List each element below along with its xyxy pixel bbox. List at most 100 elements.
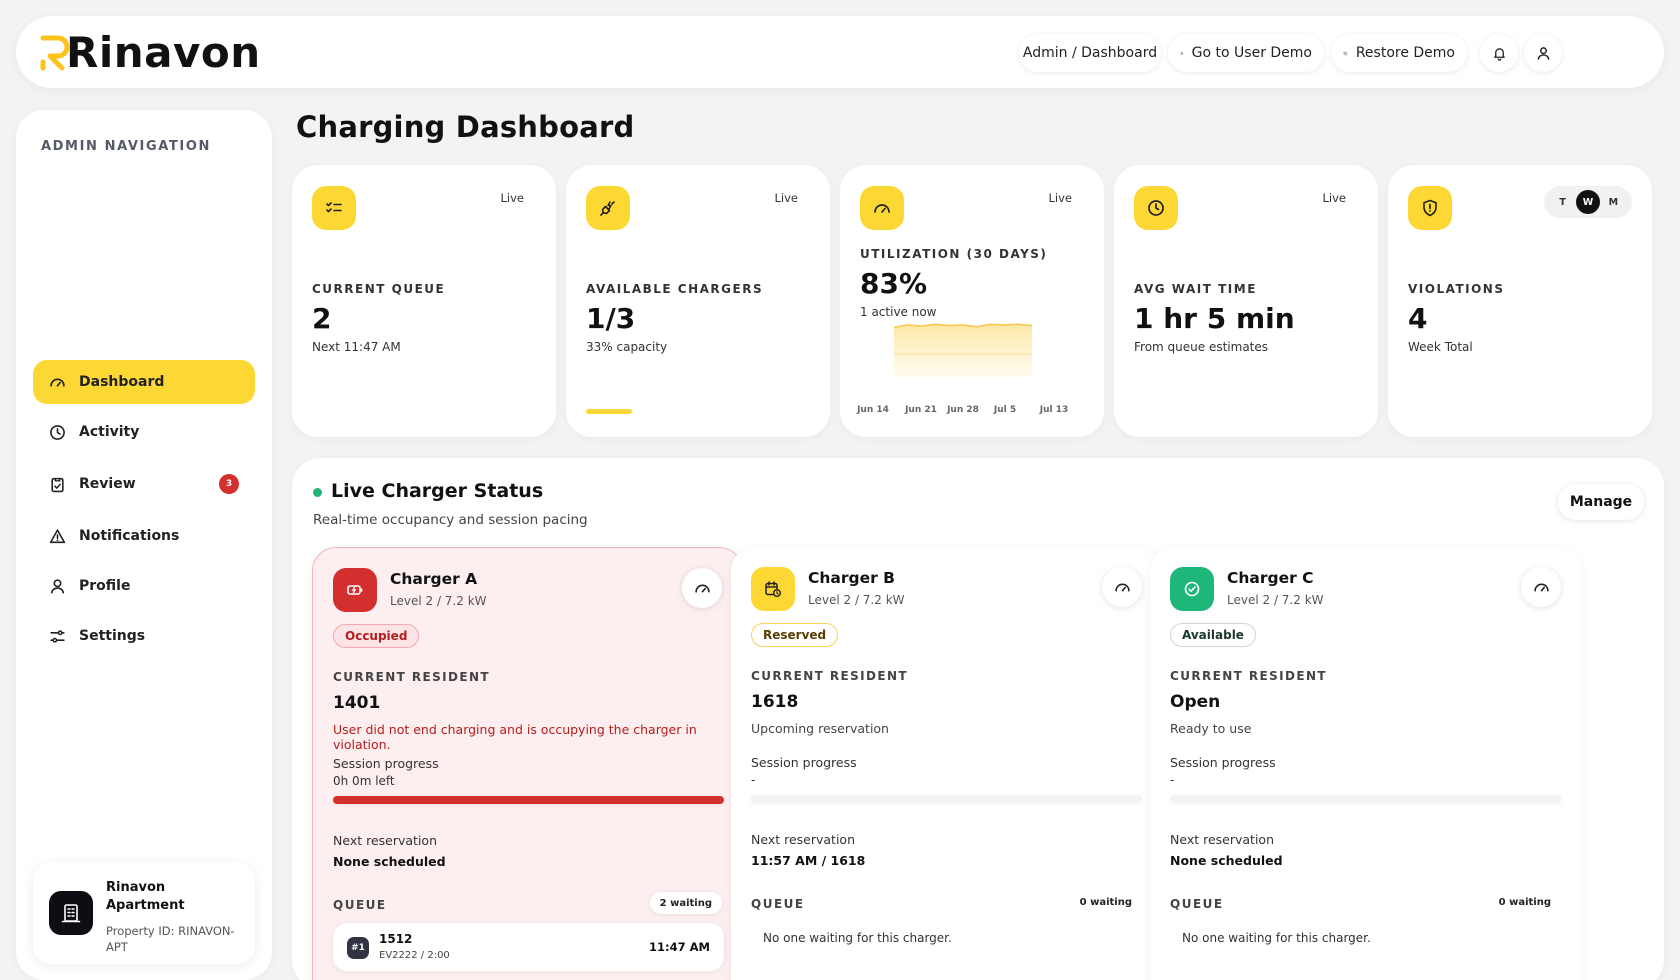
- checklist-icon: [312, 186, 356, 230]
- stat-card-avg-wait: Live AVG WAIT TIME 1 hr 5 min From queue…: [1114, 165, 1378, 437]
- session-progress-bar: [751, 795, 1142, 803]
- clipboard-icon: [51, 477, 64, 492]
- breadcrumb[interactable]: Admin / Dashboard: [1019, 34, 1161, 72]
- restore-demo-button[interactable]: Restore Demo: [1331, 34, 1467, 72]
- next-reservation-value: None scheduled: [1170, 853, 1283, 868]
- next-reservation-label: Next reservation: [333, 833, 437, 848]
- resident-note: User did not end charging and is occupyi…: [333, 722, 697, 752]
- property-card[interactable]: Rinavon Apartment Property ID: RINAVON-A…: [33, 862, 255, 964]
- session-progress-label: Session progress: [333, 756, 439, 771]
- gauge-icon: [1114, 583, 1130, 591]
- stat-card-violations: T W M VIOLATIONS 4 Week Total: [1388, 165, 1652, 437]
- clock-icon: [1134, 186, 1178, 230]
- period-today[interactable]: T: [1559, 196, 1566, 208]
- sidebar-item-label: Review: [79, 476, 136, 492]
- x-tick-label: Jun 21: [904, 405, 937, 415]
- profile-button[interactable]: [1524, 34, 1562, 72]
- charger-name: Charger B: [808, 569, 895, 587]
- session-progress-value: -: [751, 773, 756, 787]
- check-circle-icon: [1170, 567, 1214, 611]
- queue-label: QUEUE: [1170, 897, 1224, 911]
- session-progress-value: -: [1170, 773, 1175, 787]
- restore-icon: [1343, 51, 1348, 55]
- resident-label: CURRENT RESIDENT: [751, 669, 908, 683]
- charger-gauge-button[interactable]: [682, 568, 722, 608]
- queue-empty-message: No one waiting for this charger.: [1182, 931, 1371, 945]
- period-month[interactable]: M: [1608, 196, 1619, 208]
- resident-label: CURRENT RESIDENT: [333, 670, 490, 684]
- next-reservation-value: None scheduled: [333, 854, 446, 869]
- charger-level: Level 2 / 7.2 kW: [1227, 593, 1324, 607]
- queue-position: #1: [347, 937, 369, 959]
- capacity-bar: [586, 409, 726, 414]
- charging-icon: [333, 568, 377, 612]
- breadcrumb-text: Admin / Dashboard: [1022, 45, 1158, 61]
- sidebar-item-label: Settings: [79, 628, 146, 644]
- stat-sub: Next 11:47 AM: [312, 340, 401, 354]
- logo[interactable]: Rinavon: [38, 28, 261, 77]
- charger-card-a[interactable]: Charger A Level 2 / 7.2 kW Occupied CURR…: [312, 547, 743, 980]
- sidebar-item-notifications[interactable]: Notifications: [33, 514, 255, 558]
- next-reservation-label: Next reservation: [751, 832, 855, 847]
- sidebar-item-settings[interactable]: Settings: [33, 614, 255, 658]
- resident-value: Open: [1170, 692, 1221, 712]
- resident-note: Upcoming reservation: [751, 721, 889, 736]
- session-progress-label: Session progress: [1170, 755, 1276, 770]
- charger-level: Level 2 / 7.2 kW: [390, 594, 487, 608]
- resident-value: 1618: [751, 692, 799, 712]
- charger-card-b[interactable]: Charger B Level 2 / 7.2 kW Reserved CURR…: [731, 547, 1162, 980]
- live-tag: Live: [774, 191, 798, 205]
- session-progress-bar: [1170, 795, 1561, 803]
- go-to-user-demo-button[interactable]: Go to User Demo: [1168, 34, 1324, 72]
- period-week[interactable]: W: [1575, 190, 1600, 214]
- notifications-button[interactable]: [1480, 34, 1518, 72]
- waiting-count: 0 waiting: [1498, 896, 1551, 908]
- user-icon: [1537, 46, 1549, 60]
- session-progress-label: Session progress: [751, 755, 857, 770]
- charger-gauge-button[interactable]: [1102, 567, 1142, 607]
- queue-time: 11:47 AM: [649, 940, 710, 954]
- charger-name: Charger C: [1227, 569, 1314, 587]
- sidebar-item-dashboard[interactable]: Dashboard: [33, 360, 255, 404]
- sidebar-item-profile[interactable]: Profile: [33, 564, 255, 608]
- live-tag: Live: [1322, 191, 1346, 205]
- stat-card-utilization: Live UTILIZATION (30 DAYS) 83% 1 active …: [840, 165, 1104, 437]
- shield-alert-icon: [1408, 186, 1452, 230]
- sidebar-item-review[interactable]: Review 3: [33, 462, 255, 506]
- queue-entry[interactable]: #1 1512 EV2222 / 2:00 11:47 AM: [333, 923, 724, 971]
- charger-card-c[interactable]: Charger C Level 2 / 7.2 kW Available CUR…: [1150, 547, 1581, 980]
- stat-label: CURRENT QUEUE: [312, 282, 446, 296]
- bell-icon: [1493, 47, 1505, 61]
- waiting-count: 0 waiting: [1079, 896, 1132, 908]
- queue-label: QUEUE: [751, 897, 805, 911]
- building-icon: [49, 891, 93, 935]
- user-icon: [1180, 51, 1184, 55]
- stat-value: 2: [312, 302, 332, 335]
- clock-icon: [50, 424, 65, 440]
- session-progress-fill: [333, 796, 724, 804]
- sidebar: ADMIN NAVIGATION Dashboard Activity Revi…: [16, 110, 272, 980]
- session-progress-bar: [333, 796, 724, 804]
- manage-button[interactable]: Manage: [1558, 484, 1644, 520]
- user-icon: [50, 578, 65, 593]
- sidebar-heading: ADMIN NAVIGATION: [41, 139, 211, 154]
- status-badge: Available: [1170, 623, 1256, 647]
- live-indicator-dot: [313, 488, 322, 497]
- sidebar-item-activity[interactable]: Activity: [33, 410, 255, 454]
- restore-demo-label: Restore Demo: [1355, 45, 1455, 61]
- stat-card-available-chargers: Live AVAILABLE CHARGERS 1/3 33% capacity: [566, 165, 830, 437]
- stat-sub: From queue estimates: [1134, 340, 1269, 354]
- stat-label: VIOLATIONS: [1408, 282, 1505, 296]
- review-count-badge: 3: [219, 474, 239, 494]
- gauge-icon: [50, 377, 65, 387]
- stat-value: 1 hr 5 min: [1134, 302, 1295, 335]
- waiting-count: 2 waiting: [649, 892, 722, 914]
- resident-label: CURRENT RESIDENT: [1170, 669, 1327, 683]
- plug-icon: [586, 186, 630, 230]
- status-badge: Reserved: [751, 623, 839, 647]
- gauge-icon: [694, 584, 710, 592]
- sliders-icon: [50, 629, 65, 643]
- property-id: Property ID: RINAVON-APT: [106, 924, 235, 954]
- x-tick-label: Jul 5: [993, 405, 1016, 415]
- charger-gauge-button[interactable]: [1521, 567, 1561, 607]
